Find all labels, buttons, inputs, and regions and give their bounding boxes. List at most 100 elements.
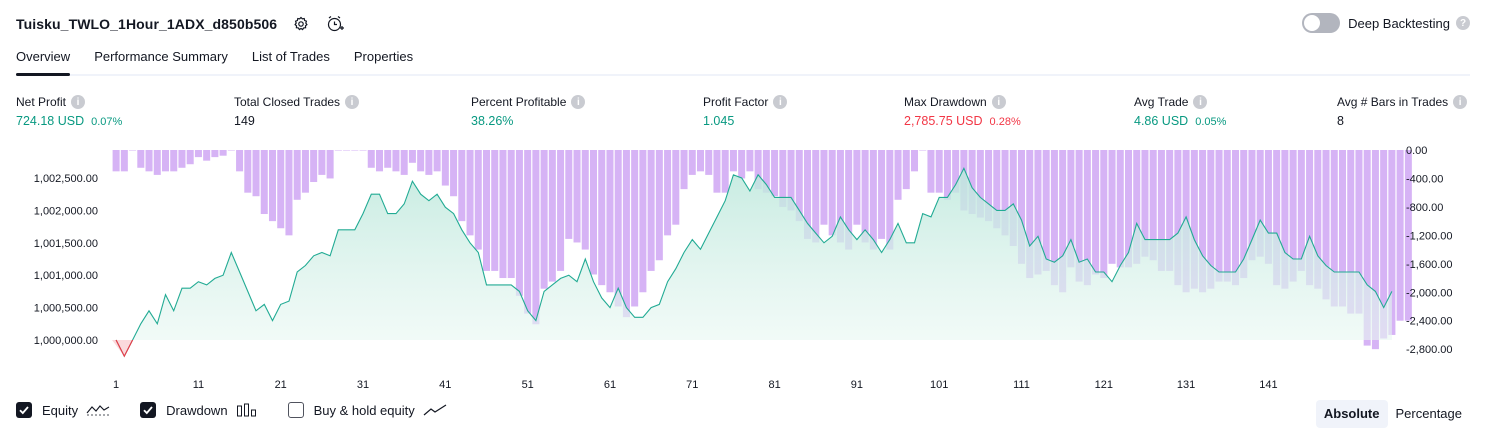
stat-max-drawdown: Max Drawdown i 2,785.75 USD 0.28% <box>904 94 1021 128</box>
drawdown-bar <box>910 150 919 172</box>
drawdown-bar <box>474 150 482 250</box>
drawdown-bar <box>754 150 762 190</box>
drawdown-bar <box>746 150 754 172</box>
drawdown-bar <box>639 150 647 293</box>
drawdown-bar <box>384 150 392 168</box>
tab-performance-summary[interactable]: Performance Summary <box>94 49 228 64</box>
equity-checkbox[interactable] <box>16 402 32 418</box>
drawdown-bar <box>252 150 260 197</box>
drawdown-bar <box>375 150 384 172</box>
drawdown-bar <box>779 150 787 207</box>
drawdown-bars-icon <box>236 403 258 417</box>
info-icon[interactable]: i <box>1453 95 1468 109</box>
drawdown-bar <box>236 150 244 172</box>
drawdown-bar <box>1289 150 1297 282</box>
buy-hold-line-icon <box>423 403 447 417</box>
drawdown-bar <box>1050 150 1058 286</box>
net-profit-percent: 0.07% <box>91 116 123 128</box>
drawdown-bar <box>1338 150 1347 307</box>
drawdown-bar <box>985 150 993 222</box>
info-icon[interactable]: i <box>71 95 86 109</box>
info-icon[interactable]: i <box>571 95 586 109</box>
drawdown-bar <box>194 150 202 158</box>
drawdown-bar <box>1108 150 1116 264</box>
drawdown-bar <box>721 150 729 193</box>
drawdown-bar <box>1157 150 1165 271</box>
drawdown-bar <box>565 150 573 239</box>
buy-hold-checkbox[interactable] <box>287 402 304 418</box>
tab-list-of-trades[interactable]: List of Trades <box>251 49 330 64</box>
drawdown-bar <box>1026 150 1034 279</box>
drawdown-bar <box>318 150 326 175</box>
info-icon[interactable]: i <box>345 95 360 109</box>
stat-label: Avg # Bars in Trades <box>1337 95 1449 109</box>
x-tick-label: 1 <box>113 379 119 391</box>
drawdown-bar <box>1322 150 1330 300</box>
percent-profitable-value: 38.26% <box>471 114 514 128</box>
stat-percent-profitable: Percent Profitable i 38.26% <box>471 94 586 128</box>
legend-drawdown[interactable]: Drawdown <box>140 402 257 418</box>
x-tick-label: 91 <box>851 379 863 391</box>
stat-avg-bars: Avg # Bars in Trades i 8 <box>1337 94 1468 128</box>
x-tick-label: 51 <box>522 379 534 391</box>
drawdown-tick-label: -800.00 <box>1406 202 1443 214</box>
drawdown-bar <box>557 150 565 271</box>
legend-buy-hold[interactable]: Buy & hold equity <box>287 402 447 418</box>
info-icon[interactable]: i <box>773 95 788 109</box>
chart-legend: Equity Drawdown Buy & hold equity <box>16 402 477 418</box>
drawdown-bar <box>647 150 655 271</box>
total-closed-trades-value: 149 <box>234 114 255 128</box>
drawdown-checkbox[interactable] <box>140 402 157 418</box>
equity-tick-label: 1,001,500.00 <box>34 238 98 250</box>
drawdown-bar <box>515 150 523 296</box>
absolute-button[interactable]: Absolute <box>1315 400 1388 428</box>
info-icon[interactable]: i <box>1193 95 1208 109</box>
tab-overview[interactable]: Overview <box>16 46 71 76</box>
stat-label: Avg Trade <box>1134 95 1189 109</box>
info-icon[interactable]: i <box>991 95 1006 109</box>
drawdown-bar <box>293 150 301 200</box>
drawdown-tick-label: 0.00 <box>1406 145 1427 157</box>
deep-backtesting-toggle[interactable] <box>1302 13 1341 33</box>
equity-drawdown-chart[interactable]: 1,000,000.00 1,000,500.00 1,001,000.00 1,00… <box>0 140 1486 392</box>
x-tick-label: 61 <box>604 379 616 391</box>
drawdown-bar <box>1273 150 1281 286</box>
drawdown-bar <box>466 150 474 236</box>
drawdown-bar <box>598 150 606 286</box>
settings-icon[interactable] <box>291 14 311 34</box>
drawdown-bar <box>507 150 515 279</box>
drawdown-bar <box>1281 150 1289 289</box>
drawdown-bar <box>680 150 688 190</box>
drawdown-bar <box>1231 150 1240 286</box>
drawdown-bar <box>828 150 836 236</box>
drawdown-tick-label: -2,000.00 <box>1406 287 1452 299</box>
stat-label: Profit Factor <box>703 95 769 109</box>
legend-equity[interactable]: Equity <box>16 402 110 418</box>
drawdown-bar <box>1306 150 1314 286</box>
drawdown-bar <box>935 150 943 193</box>
drawdown-bar <box>902 150 910 190</box>
tab-properties[interactable]: Properties <box>353 49 414 64</box>
drawdown-bar <box>803 150 812 239</box>
drawdown-bar <box>244 150 252 193</box>
help-icon[interactable]: ? <box>1456 16 1470 30</box>
drawdown-bar <box>943 150 951 200</box>
drawdown-bar <box>1166 150 1174 271</box>
drawdown-bar <box>1256 150 1264 257</box>
drawdown-bar <box>664 150 672 236</box>
drawdown-bar <box>927 150 935 193</box>
drawdown-bar <box>334 150 342 151</box>
drawdown-bar <box>268 150 277 222</box>
drawdown-bar <box>631 150 639 307</box>
drawdown-bar <box>1124 150 1133 268</box>
drawdown-bar <box>1100 150 1108 279</box>
drawdown-bar <box>672 150 680 225</box>
add-alert-icon[interactable] <box>325 14 345 34</box>
drawdown-bar <box>1314 150 1322 289</box>
drawdown-bar <box>614 150 622 307</box>
drawdown-bar <box>1149 150 1157 261</box>
drawdown-tick-label: -1,200.00 <box>1406 230 1452 242</box>
equity-negative-line <box>115 339 134 358</box>
percentage-button[interactable]: Percentage <box>1395 406 1463 421</box>
equity-line-icon <box>86 403 110 417</box>
